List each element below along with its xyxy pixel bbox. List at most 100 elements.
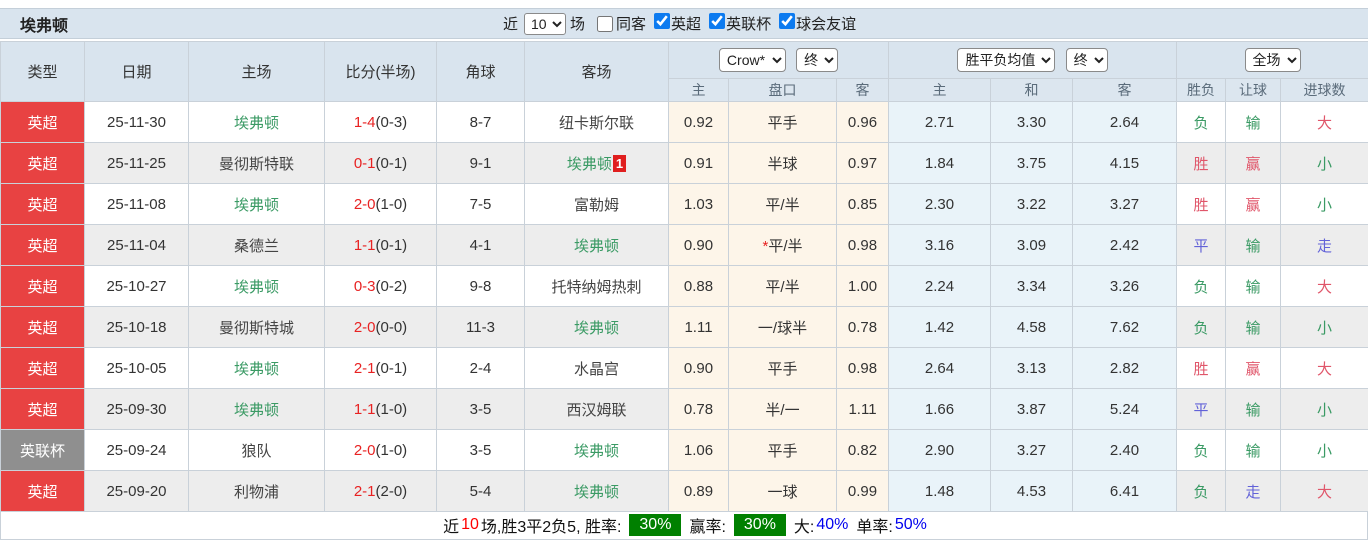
handicap-cell: 平手 bbox=[728, 429, 837, 471]
average-type-select[interactable]: 胜平负均值 bbox=[957, 48, 1056, 72]
single-rate-value: 50% bbox=[894, 516, 927, 533]
match-type-badge: 英超 bbox=[0, 183, 85, 225]
scope-select[interactable]: 全场 bbox=[1244, 48, 1301, 72]
col-header-date: 日期 bbox=[84, 41, 189, 102]
fulltime-score: 1-1 bbox=[353, 236, 376, 254]
handicap-cell: 半球 bbox=[728, 142, 837, 184]
match-type-badge: 英超 bbox=[0, 388, 85, 430]
match-type-badge: 英超 bbox=[0, 224, 85, 266]
table-row: 英超 25-09-30 埃弗顿 1-1(1-0) 3-5 西汉姆联 0.78 半… bbox=[0, 388, 1368, 430]
odds-stage-select[interactable]: 终 bbox=[796, 48, 839, 72]
friendly-filter: 球会友谊 bbox=[773, 13, 858, 34]
avg-draw-odds: 3.75 bbox=[990, 142, 1074, 184]
away-team: 富勒姆 bbox=[573, 196, 619, 214]
matches-table: 类型 日期 主场 比分(半场) 角球 客场 Crow* 终 胜平负均值 终 全场 bbox=[0, 41, 1368, 512]
halftime-score: (1-0) bbox=[375, 441, 408, 459]
corners: 5-4 bbox=[436, 470, 525, 512]
away-team-cell: 埃弗顿 bbox=[524, 306, 669, 348]
away-team: 托特纳姆热刺 bbox=[551, 278, 642, 296]
halftime-score: (0-1) bbox=[375, 236, 408, 254]
odds-away: 0.85 bbox=[835, 183, 890, 225]
subheader-avg-lose: 客 bbox=[1072, 78, 1178, 102]
avg-draw-odds: 3.34 bbox=[990, 265, 1074, 307]
home-team: 埃弗顿 bbox=[188, 101, 325, 143]
corners: 9-8 bbox=[436, 265, 525, 307]
goals-result: 小 bbox=[1280, 388, 1368, 430]
odds-away: 1.00 bbox=[835, 265, 890, 307]
league-cup-checkbox[interactable] bbox=[709, 13, 726, 29]
handicap-cell: 平手 bbox=[728, 101, 837, 143]
odds-group-header: Crow* 终 bbox=[667, 41, 890, 79]
wdl-result: 负 bbox=[1176, 429, 1227, 471]
recent-count-select[interactable]: 10 bbox=[524, 12, 567, 35]
match-type-badge: 英联杯 bbox=[0, 429, 85, 471]
col-header-score: 比分(半场) bbox=[324, 41, 437, 102]
odds-home: 0.91 bbox=[668, 142, 729, 184]
match-type-badge: 英超 bbox=[0, 142, 85, 184]
away-team-cell: 水晶宫 bbox=[524, 347, 669, 389]
match-type-badge: 英超 bbox=[0, 347, 85, 389]
away-team-cell: 埃弗顿 1 bbox=[524, 142, 669, 184]
match-date: 25-09-20 bbox=[84, 470, 189, 512]
away-team-cell: 埃弗顿 bbox=[524, 224, 669, 266]
table-row: 英超 25-10-27 埃弗顿 0-3(0-2) 9-8 托特纳姆热刺 0.88… bbox=[0, 265, 1368, 307]
home-team: 曼彻斯特城 bbox=[188, 306, 325, 348]
avg-lose-odds: 6.41 bbox=[1072, 470, 1178, 512]
avg-win-odds: 2.64 bbox=[888, 347, 992, 389]
avg-win-odds: 3.16 bbox=[888, 224, 992, 266]
big-value: 40% bbox=[816, 516, 849, 533]
avg-lose-odds: 2.82 bbox=[1072, 347, 1178, 389]
home-team: 埃弗顿 bbox=[188, 183, 325, 225]
same-venue-checkbox[interactable] bbox=[597, 15, 614, 32]
handicap-cell: 半/一 bbox=[728, 388, 837, 430]
handicap-line: 一球 bbox=[767, 483, 798, 501]
handicap-result: 输 bbox=[1225, 101, 1282, 143]
home-team: 埃弗顿 bbox=[188, 388, 325, 430]
team-header-bar: 埃弗顿 近 10 场 同客 英超 英联杯 球会友谊 bbox=[0, 8, 1368, 39]
match-date: 25-09-24 bbox=[84, 429, 189, 471]
scope-group-header: 全场 bbox=[1176, 41, 1368, 79]
table-row: 英超 25-11-25 曼彻斯特联 0-1(0-1) 9-1 埃弗顿 1 0.91… bbox=[0, 142, 1368, 184]
col-header-type: 类型 bbox=[0, 41, 85, 102]
league-cup-label: 英联杯 bbox=[726, 16, 772, 33]
handicap-line: 平/半 bbox=[768, 237, 803, 255]
score-cell: 0-3(0-2) bbox=[324, 265, 437, 307]
odds-away: 0.82 bbox=[835, 429, 890, 471]
same-venue-label: 同客 bbox=[616, 16, 647, 33]
home-team: 埃弗顿 bbox=[188, 347, 325, 389]
avg-draw-odds: 3.27 bbox=[990, 429, 1074, 471]
big-label: 大: bbox=[793, 519, 815, 536]
average-stage-select[interactable]: 终 bbox=[1065, 48, 1108, 72]
odds-company-select[interactable]: Crow* bbox=[718, 48, 786, 72]
fulltime-score: 0-1 bbox=[353, 154, 376, 172]
score-cell: 1-1(0-1) bbox=[324, 224, 437, 266]
fulltime-score: 2-0 bbox=[353, 441, 376, 459]
handicap-result: 输 bbox=[1225, 265, 1282, 307]
fulltime-score: 0-3 bbox=[353, 277, 376, 295]
handicap-line: 平/半 bbox=[765, 196, 800, 214]
handicap-rate-badge: 30% bbox=[733, 514, 786, 536]
handicap-line: 平手 bbox=[767, 442, 798, 460]
halftime-score: (2-0) bbox=[375, 482, 408, 500]
wdl-result: 负 bbox=[1176, 306, 1227, 348]
table-row: 英超 25-11-04 桑德兰 1-1(0-1) 4-1 埃弗顿 0.90 *平… bbox=[0, 224, 1368, 266]
handicap-result: 走 bbox=[1225, 470, 1282, 512]
away-team-cell: 埃弗顿 bbox=[524, 470, 669, 512]
away-team: 埃弗顿 bbox=[573, 483, 619, 501]
handicap-cell: 一球 bbox=[728, 470, 837, 512]
subheader-handicap: 盘口 bbox=[728, 78, 837, 102]
premier-league-label: 英超 bbox=[671, 16, 702, 33]
away-team-cell: 埃弗顿 bbox=[524, 429, 669, 471]
subheader-result: 胜负 bbox=[1176, 78, 1227, 102]
avg-draw-odds: 3.22 bbox=[990, 183, 1074, 225]
wdl-result: 胜 bbox=[1176, 183, 1227, 225]
goals-result: 大 bbox=[1280, 101, 1368, 143]
goals-result: 小 bbox=[1280, 306, 1368, 348]
summary-prefix: 近 bbox=[443, 519, 460, 536]
handicap-result: 输 bbox=[1225, 224, 1282, 266]
friendly-checkbox[interactable] bbox=[779, 13, 796, 29]
score-cell: 0-1(0-1) bbox=[324, 142, 437, 184]
premier-league-checkbox[interactable] bbox=[654, 13, 671, 29]
avg-draw-odds: 3.87 bbox=[990, 388, 1074, 430]
handicap-result: 输 bbox=[1225, 388, 1282, 430]
